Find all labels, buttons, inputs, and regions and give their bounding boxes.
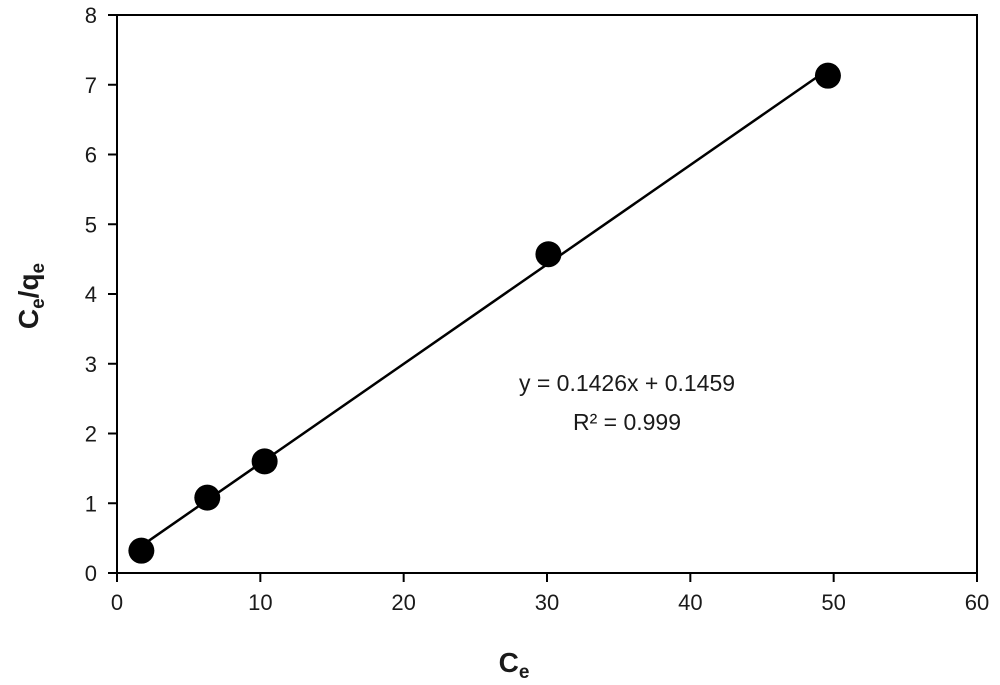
x-tick-label: 20 xyxy=(391,590,415,615)
x-tick-label: 30 xyxy=(535,590,559,615)
y-tick-label: 5 xyxy=(85,212,97,237)
x-axis-title: Ce xyxy=(499,647,530,683)
x-tick-label: 40 xyxy=(678,590,702,615)
y-axis-title: Ce/qe xyxy=(13,263,49,329)
y-tick-label: 1 xyxy=(85,491,97,516)
data-point xyxy=(814,62,841,89)
y-tick-label: 2 xyxy=(85,422,97,447)
data-point xyxy=(128,537,155,564)
plot-area-frame xyxy=(116,14,978,574)
data-point xyxy=(535,241,562,268)
y-axis-title-mid: /q xyxy=(13,273,44,298)
y-tick-label: 6 xyxy=(85,143,97,168)
y-tick-label: 4 xyxy=(85,282,97,307)
y-tick-label: 7 xyxy=(85,73,97,98)
y-axis-title-subscript-1: e xyxy=(28,298,49,309)
x-tick-label: 0 xyxy=(111,590,123,615)
x-tick-label: 10 xyxy=(248,590,272,615)
trendline-equation: y = 0.1426x + 0.1459 xyxy=(519,370,735,396)
x-tick-label: 50 xyxy=(821,590,845,615)
x-tick-label: 60 xyxy=(965,590,989,615)
y-axis-title-subscript-2: e xyxy=(28,263,49,274)
trendline-r-squared: R² = 0.999 xyxy=(573,409,681,435)
x-axis-ticks: 0 10 20 30 40 50 60 xyxy=(111,573,989,615)
y-axis-title-base: C xyxy=(13,309,44,329)
data-points xyxy=(128,62,841,564)
x-axis-title-subscript: e xyxy=(519,662,530,683)
y-tick-label: 3 xyxy=(85,352,97,377)
y-axis-ticks: 0 1 2 3 4 5 6 7 8 xyxy=(85,3,117,586)
x-axis-title-base: C xyxy=(499,647,519,678)
data-point xyxy=(251,448,278,475)
y-tick-label: 0 xyxy=(85,561,97,586)
data-point xyxy=(194,484,221,511)
y-tick-label: 8 xyxy=(85,3,97,28)
